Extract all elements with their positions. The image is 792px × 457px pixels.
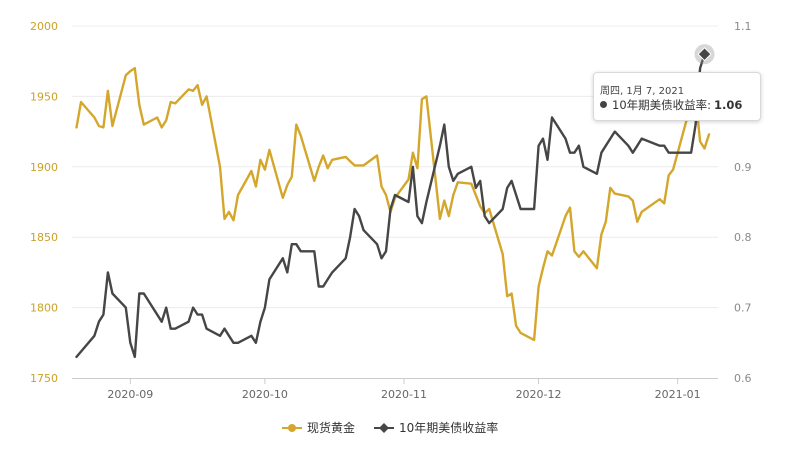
x-axis: 2020-09 2020-10 2020-11 2020-12 2021-01 <box>107 378 701 401</box>
tooltip-date: 周四, 1月 7, 2021 <box>600 86 685 97</box>
left-y-axis: 1750 1800 1850 1900 1950 2000 <box>30 20 58 385</box>
right-y-tick-label: 0.9 <box>734 161 752 174</box>
hover-point-marker[interactable] <box>697 47 712 62</box>
legend-item-gold[interactable]: 现货黄金 <box>282 420 355 435</box>
legend: 现货黄金 10年期美债收益率 <box>282 420 498 435</box>
left-y-tick-label: 2000 <box>30 20 58 33</box>
series-line-gold[interactable] <box>75 66 711 342</box>
x-tick-label: 2021-01 <box>655 388 701 401</box>
legend-gold-marker-icon <box>288 424 296 432</box>
right-y-tick-label: 1.1 <box>734 20 752 33</box>
series-line-yield[interactable] <box>75 53 706 359</box>
hover-marker <box>694 44 715 65</box>
tooltip: 周四, 1月 7, 2021 10年期美债收益率: 1.06 <box>593 72 761 121</box>
left-y-tick-label: 1950 <box>30 90 58 103</box>
legend-label-yield: 10年期美债收益率 <box>399 420 498 435</box>
right-y-tick-label: 0.7 <box>734 302 752 315</box>
tooltip-series-name: 10年期美债收益率: <box>612 98 712 112</box>
legend-yield-marker-icon <box>379 423 389 433</box>
left-y-tick-label: 1900 <box>30 161 58 174</box>
tooltip-row: 10年期美债收益率: 1.06 <box>600 97 742 113</box>
left-y-tick-label: 1800 <box>30 302 58 315</box>
tooltip-series-dot-icon <box>600 101 607 108</box>
grid-lines <box>72 25 718 309</box>
right-y-tick-label: 0.8 <box>734 231 752 244</box>
right-y-tick-label: 0.6 <box>734 372 752 385</box>
x-tick-label: 2020-12 <box>516 388 562 401</box>
x-tick-label: 2020-10 <box>242 388 288 401</box>
series-layer <box>75 53 711 359</box>
legend-item-yield[interactable]: 10年期美债收益率 <box>374 420 498 435</box>
left-y-tick-label: 1750 <box>30 372 58 385</box>
tooltip-value: 1.06 <box>714 98 743 112</box>
legend-label-gold: 现货黄金 <box>307 420 355 435</box>
x-tick-label: 2020-09 <box>107 388 153 401</box>
x-tick-label: 2020-11 <box>381 388 427 401</box>
left-y-tick-label: 1850 <box>30 231 58 244</box>
